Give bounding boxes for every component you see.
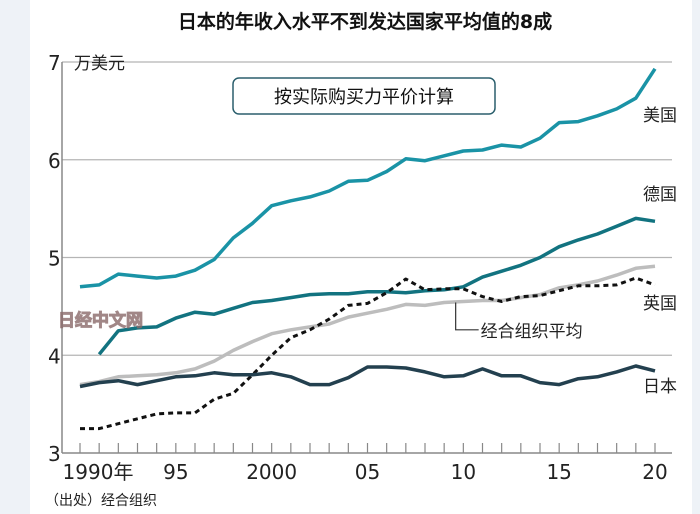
series-label: 经合组织平均: [481, 322, 583, 342]
annotation-box: [232, 77, 496, 115]
y-unit-label: 万美元: [74, 54, 125, 74]
x-tick-label: 2000: [246, 460, 297, 484]
series-line-经合组织平均: [79, 264, 656, 387]
series-label: 德国: [643, 185, 677, 205]
x-tick-label: 15: [546, 460, 571, 484]
series-line-美国: [79, 67, 657, 289]
annotation-text: 按实际购买力平价计算: [274, 87, 454, 108]
series-line-英国: [80, 276, 656, 431]
x-tick-label: 1990年: [63, 460, 134, 484]
y-tick-label: 4: [48, 344, 61, 368]
watermark: 日经中文网: [58, 310, 143, 331]
y-tick-label: 5: [48, 247, 61, 271]
source-note: （出处）经合组织: [45, 493, 157, 509]
x-tick-label: 95: [163, 460, 188, 484]
x-tick-label: 05: [355, 460, 380, 484]
series-label: 日本: [643, 377, 677, 397]
series-line-德国: [97, 216, 656, 356]
x-tick-label: 10: [451, 460, 476, 484]
y-tick-label: 6: [48, 149, 61, 173]
series-label: 美国: [643, 106, 677, 126]
x-tick-label: 20: [642, 460, 667, 484]
chart-title: 日本的年收入水平不到发达国家平均值的8成: [178, 10, 552, 33]
series-label: 英国: [643, 294, 677, 314]
series-line-日本: [79, 364, 656, 389]
y-tick-label: 3: [48, 442, 61, 466]
y-tick-label: 7: [48, 51, 61, 75]
leader-line: [455, 302, 479, 331]
